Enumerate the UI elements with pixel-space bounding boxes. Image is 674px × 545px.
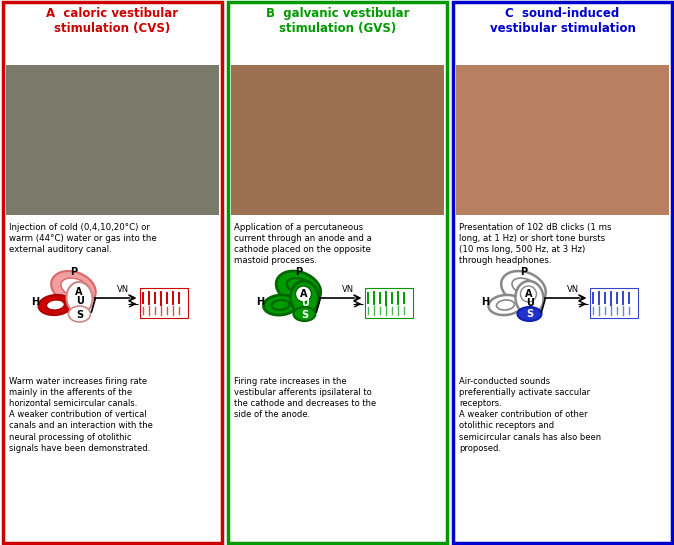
Ellipse shape — [293, 307, 315, 321]
Ellipse shape — [272, 300, 289, 310]
Ellipse shape — [518, 307, 541, 321]
Ellipse shape — [295, 286, 311, 302]
Ellipse shape — [497, 300, 514, 310]
Text: U: U — [526, 298, 534, 308]
Text: VN: VN — [342, 286, 355, 294]
Ellipse shape — [501, 271, 546, 305]
Text: P: P — [295, 267, 302, 277]
Ellipse shape — [67, 282, 92, 314]
Ellipse shape — [69, 306, 90, 322]
Ellipse shape — [489, 295, 522, 315]
Bar — [365, 288, 413, 318]
Bar — [140, 288, 189, 318]
Text: U: U — [301, 298, 309, 308]
Ellipse shape — [38, 295, 72, 315]
Text: H: H — [32, 297, 40, 307]
Ellipse shape — [276, 271, 321, 305]
Text: U: U — [77, 296, 84, 306]
Text: H: H — [481, 297, 489, 307]
Bar — [3, 2, 222, 543]
Ellipse shape — [264, 295, 297, 315]
Text: B  galvanic vestibular
stimulation (GVS): B galvanic vestibular stimulation (GVS) — [266, 7, 409, 35]
Text: A: A — [75, 287, 82, 297]
Text: A: A — [300, 289, 307, 299]
Bar — [231, 65, 444, 215]
Text: Injection of cold (0,4,10,20°C) or
warm (44°C) water or gas into the
external au: Injection of cold (0,4,10,20°C) or warm … — [9, 223, 157, 254]
Text: S: S — [301, 310, 308, 320]
Text: C  sound-induced
vestibular stimulation: C sound-induced vestibular stimulation — [489, 7, 636, 35]
Text: Presentation of 102 dB clicks (1 ms
long, at 1 Hz) or short tone bursts
(10 ms l: Presentation of 102 dB clicks (1 ms long… — [459, 223, 611, 265]
Ellipse shape — [512, 278, 539, 296]
Bar — [453, 2, 672, 543]
Ellipse shape — [287, 278, 314, 296]
Bar — [6, 65, 219, 215]
Text: A: A — [525, 289, 532, 299]
Text: A  caloric vestibular
stimulation (CVS): A caloric vestibular stimulation (CVS) — [47, 7, 179, 35]
Text: Air-conducted sounds
preferentially activate saccular
receptors.
A weaker contri: Air-conducted sounds preferentially acti… — [459, 377, 601, 452]
Ellipse shape — [61, 278, 90, 298]
Text: VN: VN — [568, 286, 580, 294]
Text: H: H — [256, 297, 264, 307]
Bar — [590, 288, 638, 318]
Ellipse shape — [290, 281, 319, 315]
Text: VN: VN — [117, 286, 129, 294]
Text: Warm water increases firing rate
mainly in the afferents of the
horizontal semic: Warm water increases firing rate mainly … — [9, 377, 153, 452]
Bar — [228, 2, 447, 543]
Text: Application of a percutaneous
current through an anode and a
cathode placed on t: Application of a percutaneous current th… — [234, 223, 372, 265]
Text: P: P — [520, 267, 527, 277]
Ellipse shape — [516, 281, 543, 315]
Text: S: S — [76, 310, 83, 320]
Ellipse shape — [520, 286, 537, 302]
Text: S: S — [526, 309, 533, 319]
Text: P: P — [70, 267, 77, 277]
Ellipse shape — [51, 271, 96, 305]
Bar — [456, 65, 669, 215]
Ellipse shape — [47, 300, 65, 310]
Text: Firing rate increases in the
vestibular afferents ipsilateral to
the cathode and: Firing rate increases in the vestibular … — [234, 377, 376, 419]
